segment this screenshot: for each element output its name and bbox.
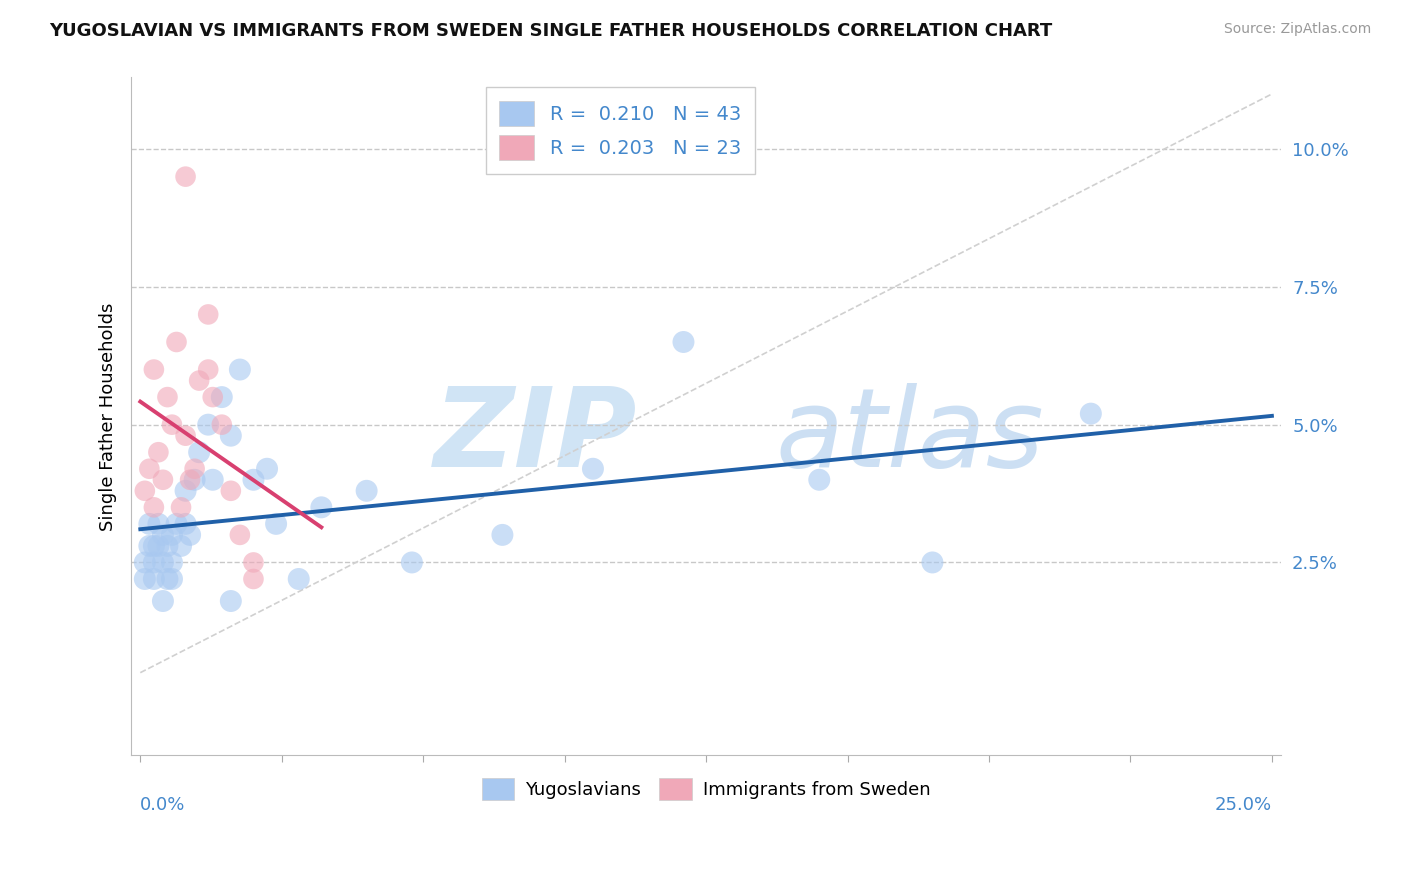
Point	[134, 483, 156, 498]
Point	[672, 334, 695, 349]
Point	[211, 390, 233, 404]
Point	[1080, 407, 1102, 421]
Point	[808, 473, 831, 487]
Point	[148, 445, 170, 459]
Point	[256, 462, 278, 476]
Point	[152, 556, 174, 570]
Point	[219, 483, 242, 498]
Point	[242, 572, 264, 586]
Point	[356, 483, 378, 498]
Text: Source: ZipAtlas.com: Source: ZipAtlas.com	[1223, 22, 1371, 37]
Point	[179, 473, 201, 487]
Point	[138, 539, 160, 553]
Point	[287, 572, 309, 586]
Legend: Yugoslavians, Immigrants from Sweden: Yugoslavians, Immigrants from Sweden	[475, 771, 938, 807]
Point	[166, 334, 188, 349]
Point	[148, 516, 170, 531]
Point	[211, 417, 233, 432]
Point	[201, 390, 224, 404]
Point	[174, 516, 197, 531]
Text: ZIP: ZIP	[433, 384, 637, 491]
Point	[582, 462, 605, 476]
Point	[197, 308, 219, 322]
Point	[219, 428, 242, 442]
Point	[174, 169, 197, 184]
Point	[188, 374, 211, 388]
Point	[264, 516, 287, 531]
Point	[142, 556, 165, 570]
Point	[242, 473, 264, 487]
Point	[152, 594, 174, 608]
Point	[134, 572, 156, 586]
Point	[166, 516, 188, 531]
Point	[156, 539, 179, 553]
Point	[152, 528, 174, 542]
Point	[134, 556, 156, 570]
Point	[183, 462, 205, 476]
Point	[491, 528, 513, 542]
Point	[170, 539, 193, 553]
Point	[156, 572, 179, 586]
Point	[229, 362, 252, 376]
Point	[229, 528, 252, 542]
Point	[197, 362, 219, 376]
Point	[188, 445, 211, 459]
Point	[197, 417, 219, 432]
Point	[219, 594, 242, 608]
Point	[138, 462, 160, 476]
Point	[921, 556, 943, 570]
Point	[138, 516, 160, 531]
Y-axis label: Single Father Households: Single Father Households	[100, 302, 117, 531]
Point	[201, 473, 224, 487]
Point	[160, 556, 183, 570]
Point	[142, 539, 165, 553]
Point	[156, 390, 179, 404]
Point	[142, 572, 165, 586]
Point	[183, 473, 205, 487]
Point	[242, 556, 264, 570]
Point	[174, 483, 197, 498]
Point	[311, 500, 333, 515]
Text: YUGOSLAVIAN VS IMMIGRANTS FROM SWEDEN SINGLE FATHER HOUSEHOLDS CORRELATION CHART: YUGOSLAVIAN VS IMMIGRANTS FROM SWEDEN SI…	[49, 22, 1053, 40]
Point	[142, 362, 165, 376]
Point	[142, 500, 165, 515]
Text: atlas: atlas	[775, 384, 1043, 491]
Text: 25.0%: 25.0%	[1215, 796, 1272, 814]
Text: 0.0%: 0.0%	[141, 796, 186, 814]
Point	[401, 556, 423, 570]
Point	[160, 417, 183, 432]
Point	[152, 473, 174, 487]
Point	[179, 528, 201, 542]
Point	[160, 572, 183, 586]
Point	[160, 528, 183, 542]
Point	[148, 539, 170, 553]
Point	[174, 428, 197, 442]
Point	[170, 500, 193, 515]
